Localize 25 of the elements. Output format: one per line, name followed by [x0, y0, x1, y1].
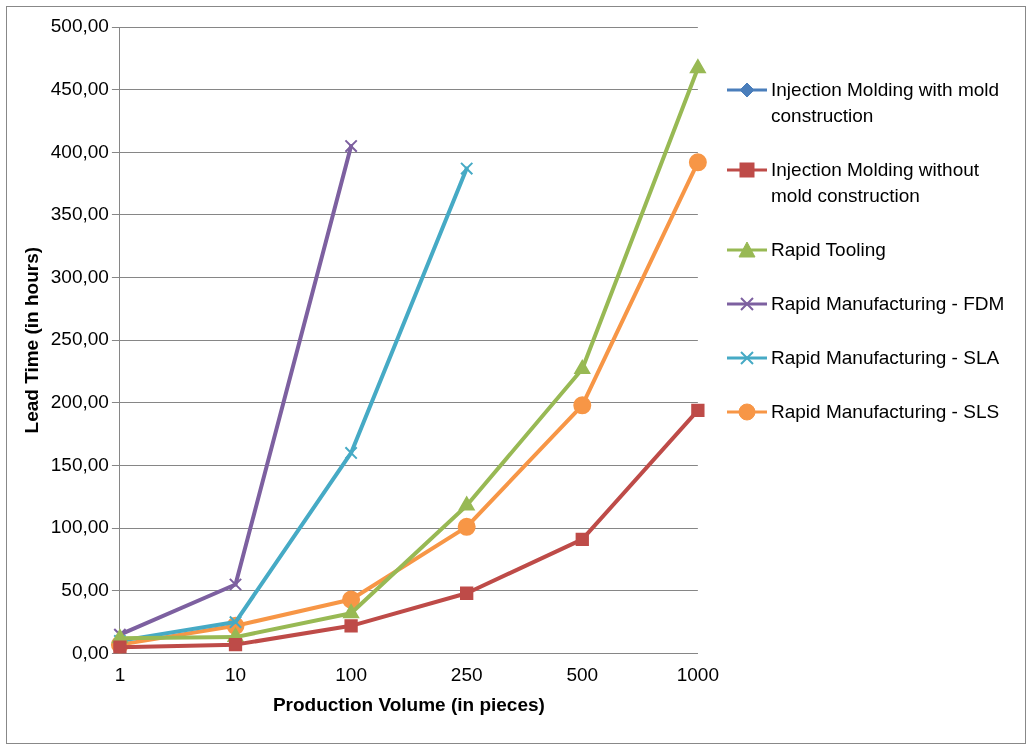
- y-tick-label: 450,00: [50, 77, 109, 99]
- x-tick-label: 250: [450, 664, 483, 686]
- y-tick-label: 50,00: [61, 578, 109, 600]
- x-tick-label: 1000: [676, 664, 720, 686]
- y-tick-label: 250,00: [50, 328, 109, 350]
- y-tick-label: 300,00: [50, 265, 109, 287]
- y-axis-title: Lead Time (in hours): [20, 246, 42, 434]
- y-tick-label: 100,00: [50, 516, 109, 538]
- legend-label: Rapid Manufacturing - SLS: [771, 400, 1000, 424]
- legend-label: Injection Molding with mold construction: [771, 78, 1001, 128]
- legend-label: Rapid Manufacturing - SLA: [771, 346, 1000, 370]
- legend-label: Rapid Tooling: [771, 238, 886, 262]
- y-tick-label: 500,00: [50, 15, 109, 37]
- x-tick-label: 1: [114, 664, 126, 686]
- y-tick-label: 150,00: [50, 453, 109, 475]
- x-tick-label: 10: [224, 664, 247, 686]
- y-tick-label: 350,00: [50, 203, 109, 225]
- legend-label: Injection Molding without mold construction: [771, 158, 981, 208]
- x-axis-title: Production Volume (in pieces): [272, 693, 545, 715]
- legend-label: Rapid Manufacturing - FDM: [771, 292, 1005, 316]
- x-tick-label: 500: [566, 664, 599, 686]
- y-tick-label: 400,00: [50, 140, 109, 162]
- y-tick-label: 0,00: [71, 641, 109, 663]
- x-tick-label: 100: [335, 664, 367, 686]
- y-tick-label: 200,00: [50, 391, 109, 413]
